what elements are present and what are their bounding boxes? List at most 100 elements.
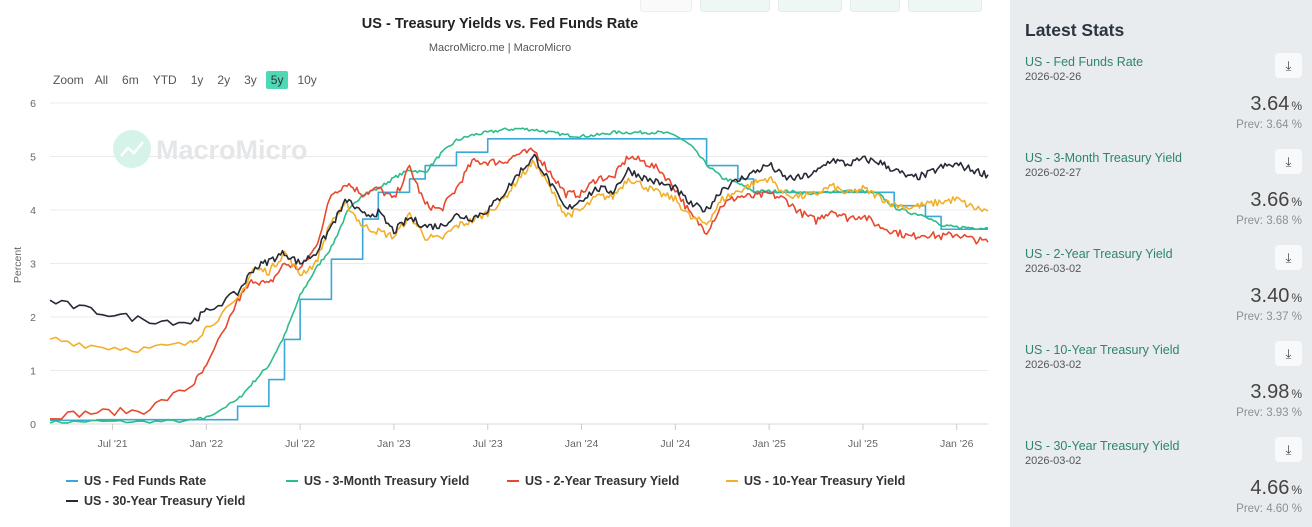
stat-prev: Prev: 4.60 %: [1236, 503, 1302, 515]
legend-label: US - 30-Year Treasury Yield: [84, 494, 246, 508]
stat-name[interactable]: US - Fed Funds Rate: [1025, 55, 1144, 69]
grid-lines: [50, 102, 988, 425]
stat-value-number: 3.98: [1250, 381, 1290, 403]
x-tick-label: Jan '24: [565, 438, 599, 450]
series-line-ten-year: [49, 159, 989, 354]
download-button[interactable]: ⤓: [1275, 437, 1302, 462]
legend-label: US - 2-Year Treasury Yield: [525, 474, 680, 488]
legend-item-2-year[interactable]: US - 2-Year Treasury Yield: [507, 474, 679, 488]
legend-item-fed-funds[interactable]: US - Fed Funds Rate: [66, 474, 206, 488]
x-tick-label: Jan '25: [752, 438, 786, 450]
y-axis-label: Percent: [12, 247, 24, 283]
download-button[interactable]: ⤓: [1275, 245, 1302, 270]
stat-item-fed-funds: US - Fed Funds Rate 2026-02-26 ⤓ 3.64% P…: [1025, 53, 1302, 151]
watermark-text: MacroMicro: [156, 135, 308, 165]
latest-stats-title: Latest Stats: [1025, 20, 1125, 40]
x-tick-label: Jul '24: [660, 438, 690, 450]
watermark-logo-glyph: [120, 141, 144, 157]
series-line-three-month: [49, 127, 989, 424]
latest-stats-panel: Latest Stats US - Fed Funds Rate 2026-02…: [1010, 0, 1312, 527]
stat-name[interactable]: US - 2-Year Treasury Yield: [1025, 247, 1173, 261]
toolbar-button-3[interactable]: [778, 0, 842, 12]
stat-prev: Prev: 3.64 %: [1236, 119, 1302, 131]
series-line-fed-funds: [50, 138, 988, 422]
stat-value: 4.66%: [1250, 477, 1302, 500]
stat-value-number: 3.64: [1250, 93, 1290, 115]
chart-subtitle: MacroMicro.me | MacroMicro: [428, 42, 572, 54]
y-tick-label: 3: [30, 259, 36, 271]
download-button[interactable]: ⤓: [1275, 341, 1302, 366]
range-selector: Zoom All 6m YTD 1y 2y 3y 5y 10y: [48, 71, 322, 89]
stat-prev: Prev: 3.68 %: [1236, 215, 1302, 227]
stat-date: 2026-02-26: [1025, 71, 1082, 83]
y-tick-label: 6: [30, 98, 36, 110]
series-group: [49, 127, 989, 424]
stat-value-number: 4.66: [1250, 477, 1290, 499]
stat-date: 2026-02-27: [1025, 167, 1082, 179]
stat-value-unit: %: [1291, 195, 1302, 209]
x-axis: Jul '21 Jan '22 Jul '22 Jan '23 Jul '23 Jan '…: [98, 424, 974, 450]
legend-swatch: [66, 500, 78, 502]
download-icon: ⤓: [1285, 249, 1292, 265]
x-tick-label: Jan '22: [190, 438, 224, 450]
toolbar-button-5[interactable]: [908, 0, 982, 12]
stat-date: 2026-03-02: [1025, 359, 1082, 371]
x-tick-label: Jul '23: [473, 438, 503, 450]
y-tick-label: 5: [30, 152, 36, 164]
range-button-ytd[interactable]: YTD: [152, 73, 177, 87]
legend-swatch: [66, 480, 78, 482]
range-button-6m[interactable]: 6m: [122, 73, 139, 87]
y-axis: 0 1 2 3 4 5 6: [30, 98, 36, 431]
legend-swatch: [286, 480, 298, 482]
stat-value: 3.66%: [1250, 189, 1302, 212]
stat-value: 3.64%: [1250, 93, 1302, 116]
y-tick-label: 4: [30, 205, 36, 217]
legend-swatch: [726, 480, 738, 482]
download-button[interactable]: ⤓: [1275, 149, 1302, 174]
stat-value-unit: %: [1291, 387, 1302, 401]
legend-item-3-month[interactable]: US - 3-Month Treasury Yield: [286, 474, 469, 488]
legend-label: US - Fed Funds Rate: [84, 474, 207, 488]
range-button-1y[interactable]: 1y: [190, 73, 204, 87]
toolbar-button-1[interactable]: [640, 0, 692, 12]
legend-label: US - 10-Year Treasury Yield: [744, 474, 906, 488]
download-button[interactable]: ⤓: [1275, 53, 1302, 78]
y-tick-label: 0: [30, 419, 36, 431]
stat-value: 3.98%: [1250, 381, 1302, 404]
toolbar-button-4[interactable]: [850, 0, 900, 12]
stat-name[interactable]: US - 10-Year Treasury Yield: [1025, 343, 1180, 357]
x-tick-label: Jan '23: [377, 438, 411, 450]
chart-toolbar: [640, 0, 982, 12]
stat-value-unit: %: [1291, 483, 1302, 497]
range-button-3y[interactable]: 3y: [244, 73, 257, 87]
range-button-10y[interactable]: 10y: [297, 73, 317, 87]
stat-value-number: 3.66: [1250, 189, 1290, 211]
legend-item-30-year[interactable]: US - 30-Year Treasury Yield: [66, 494, 245, 508]
range-button-5y[interactable]: 5y: [265, 71, 289, 89]
legend-item-10-year[interactable]: US - 10-Year Treasury Yield: [726, 474, 905, 488]
x-tick-label: Jul '25: [848, 438, 878, 450]
series-line-two-year: [49, 147, 989, 420]
download-icon: ⤓: [1285, 441, 1292, 457]
y-tick-label: 2: [30, 312, 36, 324]
stat-value-unit: %: [1291, 99, 1302, 113]
chart-panel: US - Treasury Yields vs. Fed Funds Rate …: [12, 0, 989, 508]
range-button-2y[interactable]: 2y: [217, 73, 231, 87]
toolbar-button-2[interactable]: [700, 0, 770, 12]
legend-swatch: [507, 480, 519, 482]
range-button-all[interactable]: All: [94, 73, 109, 87]
stat-value-number: 3.40: [1250, 285, 1290, 307]
range-zoom-label: Zoom: [53, 73, 84, 87]
stat-date: 2026-03-02: [1025, 263, 1082, 275]
stat-name[interactable]: US - 30-Year Treasury Yield: [1025, 439, 1180, 453]
x-tick-label: Jul '22: [285, 438, 315, 450]
stat-name[interactable]: US - 3-Month Treasury Yield: [1025, 151, 1183, 165]
download-icon: ⤓: [1285, 345, 1292, 361]
stat-item-10-year: US - 10-Year Treasury Yield 2026-03-02 ⤓…: [1025, 341, 1302, 439]
watermark-logo-icon: [113, 130, 151, 168]
x-tick-label: Jul '21: [98, 438, 128, 450]
stat-date: 2026-03-02: [1025, 455, 1082, 467]
stat-item-30-year: US - 30-Year Treasury Yield 2026-03-02 ⤓…: [1025, 437, 1302, 527]
y-tick-label: 1: [30, 366, 36, 378]
